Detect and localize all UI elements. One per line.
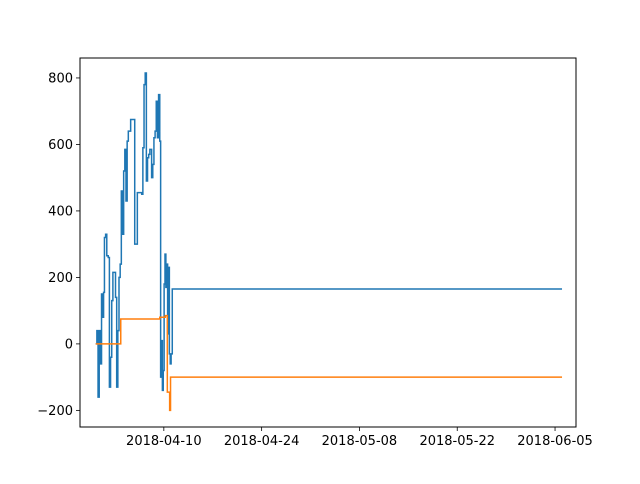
y-tick-label-2: 0 <box>65 337 73 352</box>
plot-area <box>79 57 577 428</box>
y-axis: −200 0 200 400 600 800 <box>37 71 80 419</box>
axes-frame <box>79 57 577 428</box>
y-tick-label-3: 200 <box>48 271 73 286</box>
y-tick-label-5: 600 <box>48 138 73 153</box>
x-tick-label-2: 2018-04-24 <box>224 434 300 449</box>
y-tick-label-6: 800 <box>48 71 73 86</box>
y-tick-label-4: 400 <box>48 204 73 219</box>
x-tick-label-5: 2018-06-05 <box>517 434 593 449</box>
x-tick-label-3: 2018-05-08 <box>322 434 398 449</box>
y-tick-label-1: −200 <box>37 404 73 419</box>
series-line-1 <box>95 72 563 398</box>
x-axis: 2018-04-10 2018-04-24 2018-05-08 2018-05-22… <box>126 427 593 449</box>
series-layer <box>95 72 563 412</box>
x-tick-label-1: 2018-04-10 <box>126 434 202 449</box>
series-line-2 <box>95 314 563 412</box>
x-tick-label-4: 2018-05-22 <box>419 434 495 449</box>
